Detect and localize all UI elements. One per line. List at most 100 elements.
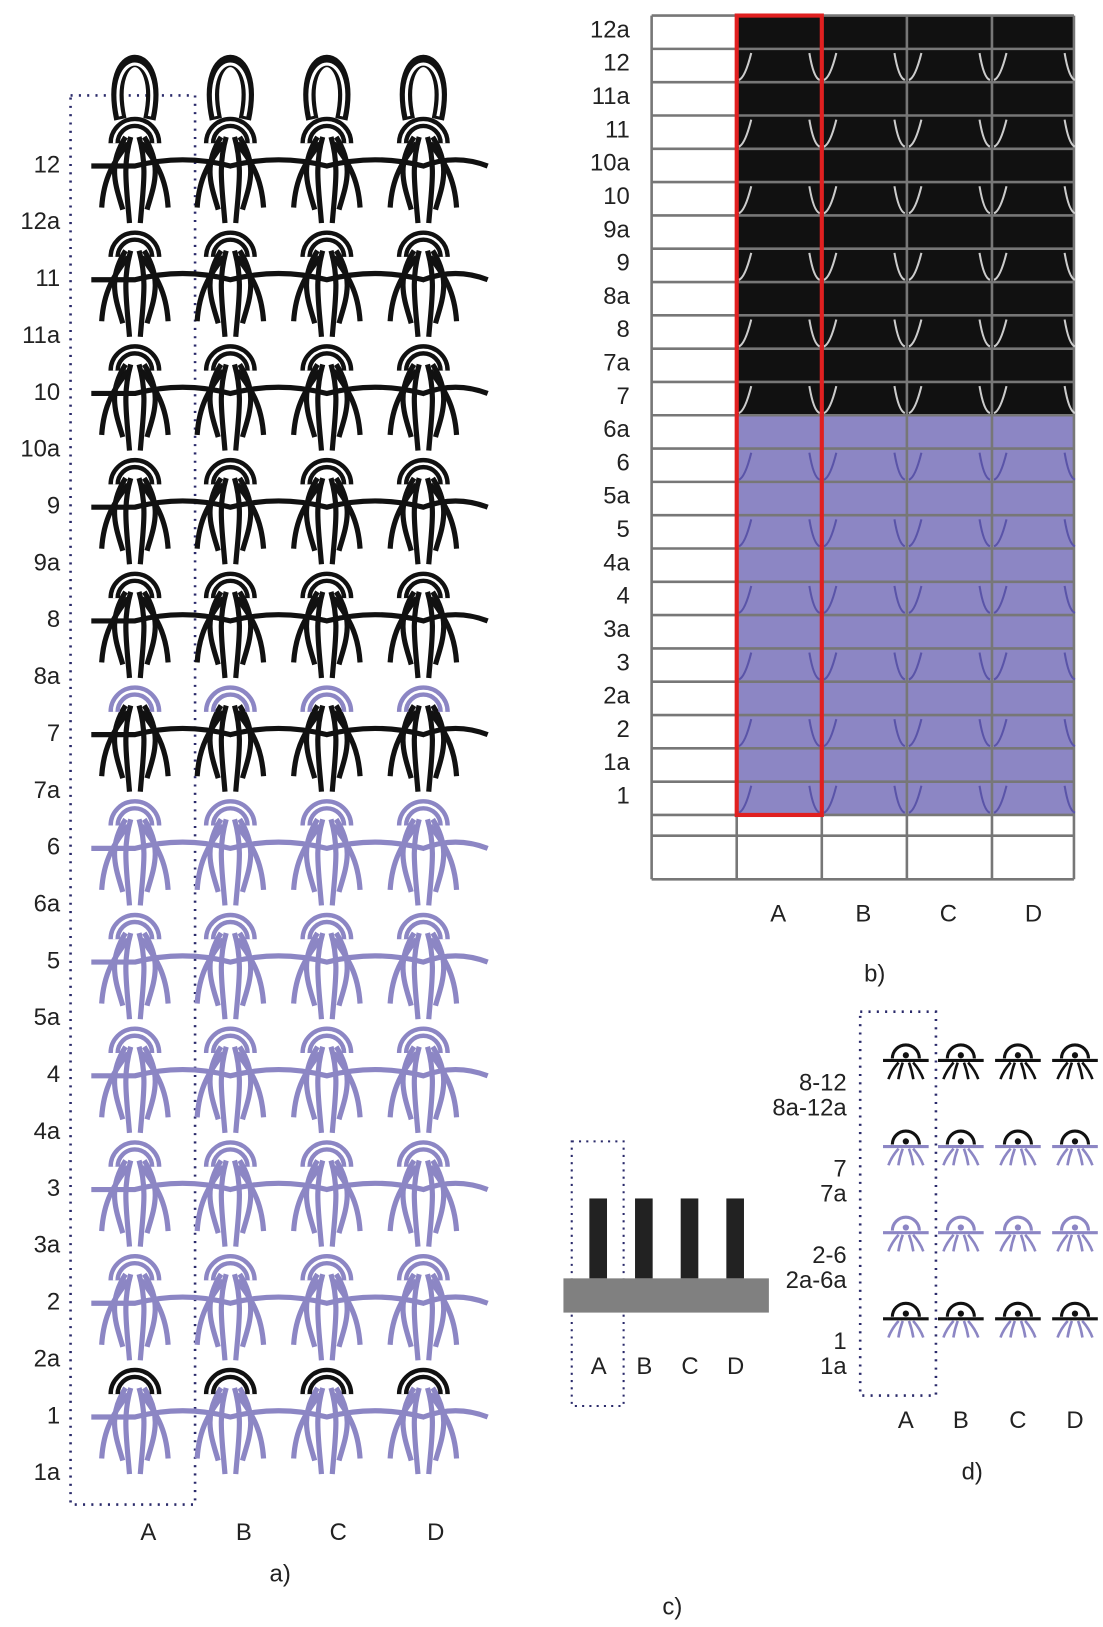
stitch-mark xyxy=(1063,452,1076,481)
stitch-leg xyxy=(315,363,326,451)
stitch-mark xyxy=(908,585,923,614)
stitch-leg xyxy=(136,249,147,338)
stitch-mark xyxy=(823,385,838,415)
stitch-leg xyxy=(194,1051,226,1118)
row-label: 4 xyxy=(47,1061,60,1088)
d-dot xyxy=(1014,1052,1022,1059)
stitch-leg xyxy=(387,369,419,436)
d-leg xyxy=(1066,1320,1074,1338)
stitch-leg xyxy=(400,363,417,438)
stitch-leg xyxy=(387,1051,419,1118)
stitch-leg xyxy=(428,369,460,436)
stitch-leg xyxy=(333,1045,350,1121)
column-label: A xyxy=(140,1519,156,1546)
stitch-leg xyxy=(331,1278,363,1345)
stitch-leg xyxy=(387,596,419,663)
stitch-leg xyxy=(99,1051,131,1118)
stitch-head xyxy=(396,912,450,940)
stitch-leg xyxy=(123,818,134,906)
course-yarn xyxy=(91,1180,489,1193)
stitch-leg xyxy=(218,704,229,792)
stitch-head-inner xyxy=(208,462,253,485)
stitch-leg xyxy=(315,704,326,792)
d-leg xyxy=(952,1234,959,1252)
stitch-leg xyxy=(425,704,435,792)
stitch-leg xyxy=(237,1045,254,1121)
d-leg xyxy=(1066,1234,1074,1252)
stitch-leg xyxy=(136,1387,147,1475)
d-leg xyxy=(942,1147,955,1166)
row-label: 2 xyxy=(617,716,630,743)
d-leg xyxy=(962,1234,970,1252)
stitch-leg xyxy=(123,136,134,224)
stitch-mark xyxy=(1063,119,1076,148)
row-label: 12 xyxy=(603,50,630,77)
stitch-leg xyxy=(232,363,242,451)
stitch-leg xyxy=(142,249,158,325)
stitch-head-inner xyxy=(401,234,446,257)
stitch-leg xyxy=(194,823,226,891)
d-leg xyxy=(967,1147,980,1166)
stitch-leg xyxy=(235,1051,267,1118)
d-leg xyxy=(1076,1320,1084,1338)
stitch-head-inner xyxy=(112,1372,157,1395)
stitch-head xyxy=(108,344,162,372)
stitch-leg xyxy=(235,369,267,436)
stitch-leg xyxy=(139,369,171,436)
stitch-leg xyxy=(430,476,447,552)
stitch-leg xyxy=(194,710,226,777)
stitch-head xyxy=(203,1253,257,1281)
stitch-mark xyxy=(893,186,906,215)
stitch-head xyxy=(203,799,257,826)
stitch-leg xyxy=(328,249,339,338)
stitch-mark xyxy=(993,785,1008,814)
stitch-head-inner xyxy=(304,462,349,485)
stitch-leg xyxy=(430,135,447,211)
stitch-leg xyxy=(428,1051,460,1118)
stitch-leg xyxy=(430,704,447,779)
column-label: C xyxy=(1009,1407,1026,1434)
stitch-mark xyxy=(978,785,991,814)
stitch-head-inner xyxy=(304,1258,349,1281)
stitch-leg xyxy=(235,1165,267,1232)
stitch-head xyxy=(203,116,257,144)
stitch-leg xyxy=(328,704,339,792)
stitch-leg xyxy=(411,1046,422,1134)
stitch-leg xyxy=(303,817,320,893)
d-leg xyxy=(887,1061,900,1080)
stitch-leg xyxy=(315,932,326,1020)
stitch-head xyxy=(108,1367,162,1395)
stitch-leg xyxy=(123,1046,134,1134)
stitch-head xyxy=(108,457,162,485)
stitch-leg xyxy=(291,482,323,549)
row-label: 6a xyxy=(603,416,630,443)
stitch-mark xyxy=(993,718,1008,748)
stitch-mark xyxy=(893,585,906,614)
stitch-mark xyxy=(908,785,923,814)
stitch-head-inner xyxy=(208,234,253,257)
stitch-leg xyxy=(136,932,147,1020)
stitch-leg xyxy=(139,255,171,322)
stitch-mark xyxy=(978,385,991,415)
stitch-leg xyxy=(207,704,224,779)
stitch-leg xyxy=(331,141,363,208)
column-label: B xyxy=(855,900,871,927)
d-leg xyxy=(897,1148,904,1166)
stitch-leg xyxy=(136,363,147,451)
stitch-leg xyxy=(331,1392,363,1459)
stitch-head xyxy=(300,457,354,485)
d-head xyxy=(1059,1301,1091,1317)
stitch-leg xyxy=(425,477,435,565)
needle xyxy=(589,1198,608,1279)
d-dot xyxy=(1014,1224,1022,1231)
stitch-mark xyxy=(893,785,906,814)
row-label: 2a xyxy=(603,683,630,710)
stitch-leg xyxy=(400,704,417,779)
d-leg xyxy=(952,1320,959,1338)
stitch-leg xyxy=(328,1387,339,1475)
stitch-leg xyxy=(232,1273,242,1361)
stitch-leg xyxy=(207,590,224,666)
stitch-mark xyxy=(993,385,1008,415)
d-leg xyxy=(952,1148,959,1166)
stitch-leg xyxy=(303,704,320,779)
